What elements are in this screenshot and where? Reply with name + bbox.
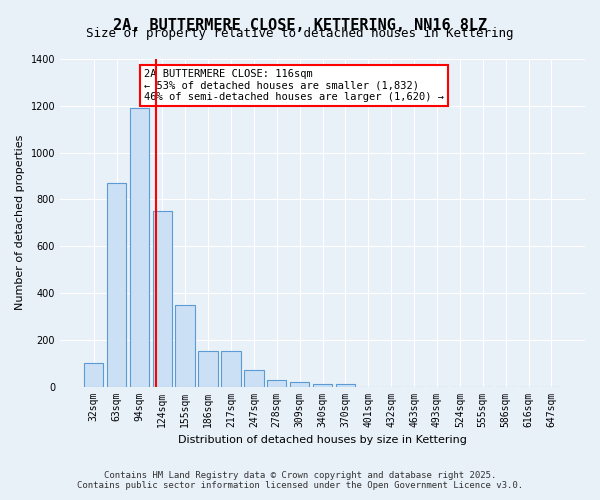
Text: 2A BUTTERMERE CLOSE: 116sqm
← 53% of detached houses are smaller (1,832)
46% of : 2A BUTTERMERE CLOSE: 116sqm ← 53% of det…: [144, 69, 444, 102]
Bar: [290, 382, 310, 386]
Bar: [244, 370, 263, 386]
Y-axis label: Number of detached properties: Number of detached properties: [15, 135, 25, 310]
Text: 2A, BUTTERMERE CLOSE, KETTERING, NN16 8LZ: 2A, BUTTERMERE CLOSE, KETTERING, NN16 8L…: [113, 18, 487, 32]
Bar: [313, 384, 332, 386]
Bar: [84, 363, 103, 386]
Bar: [152, 211, 172, 386]
Bar: [335, 384, 355, 386]
Bar: [175, 304, 195, 386]
X-axis label: Distribution of detached houses by size in Kettering: Distribution of detached houses by size …: [178, 435, 467, 445]
Bar: [107, 183, 126, 386]
Bar: [199, 352, 218, 386]
Bar: [267, 380, 286, 386]
Text: Size of property relative to detached houses in Kettering: Size of property relative to detached ho…: [86, 28, 514, 40]
Text: Contains HM Land Registry data © Crown copyright and database right 2025.
Contai: Contains HM Land Registry data © Crown c…: [77, 470, 523, 490]
Bar: [130, 108, 149, 386]
Bar: [221, 352, 241, 386]
